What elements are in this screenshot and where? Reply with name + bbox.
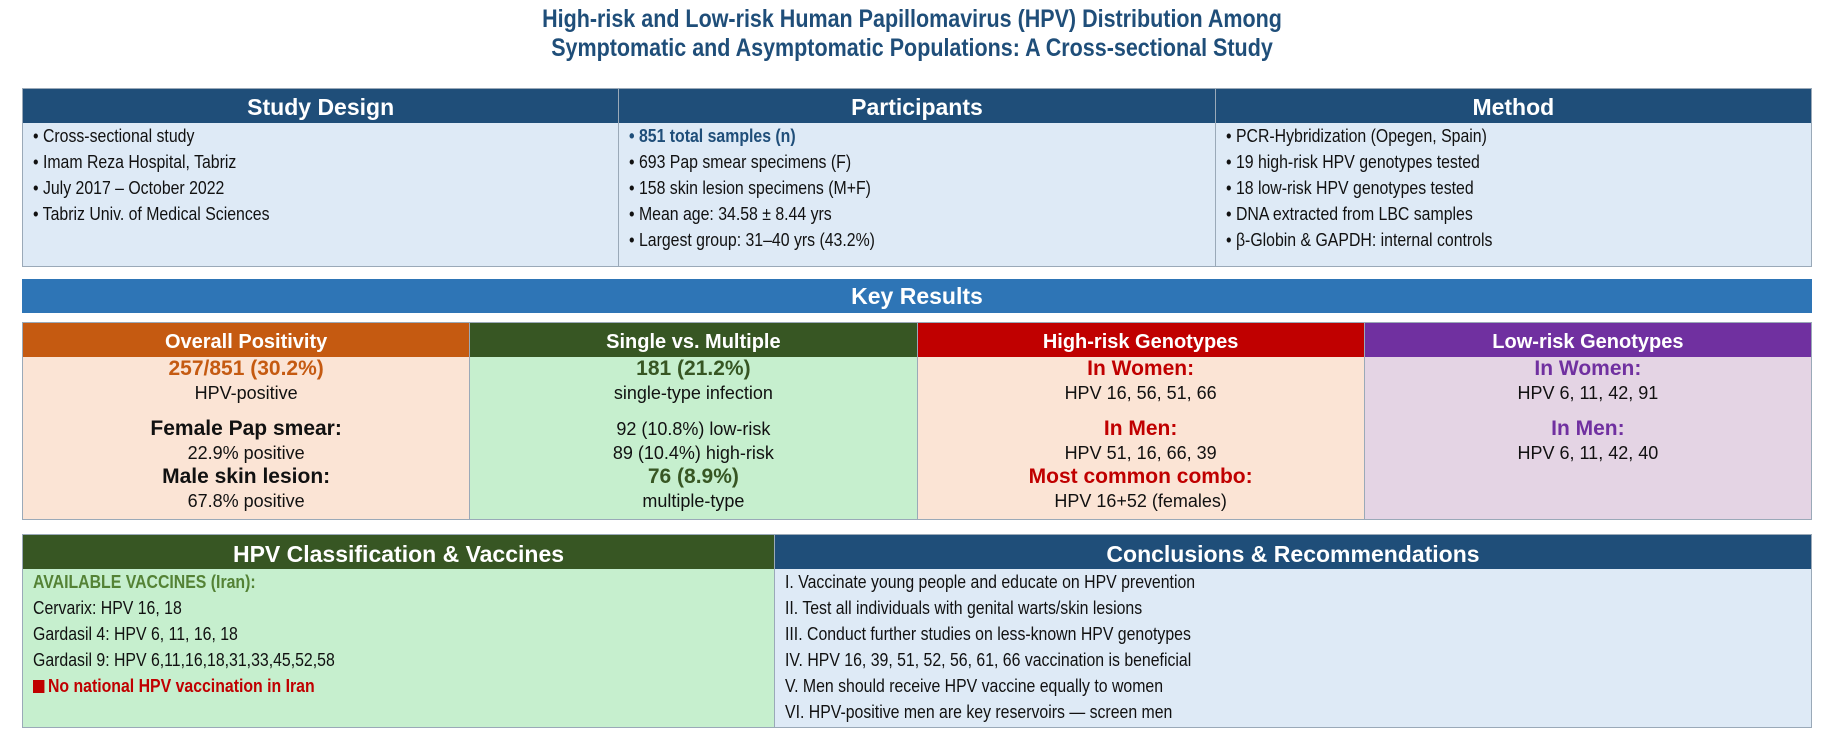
study-design-item: • Tabriz Univ. of Medical Sciences: [33, 204, 270, 224]
single-infection-value: 181 (21.2%): [636, 357, 751, 380]
participants-item: • Largest group: 31–40 yrs (43.2%): [629, 230, 876, 250]
overall-positivity-header: Overall Positivity: [23, 323, 470, 357]
low-risk-header: Low-risk Genotypes: [1364, 323, 1811, 357]
multiple-infection-value: 76 (8.9%): [647, 465, 739, 488]
study-design-item: • Imam Reza Hospital, Tabriz: [33, 152, 237, 172]
low-risk-men-value: HPV 6, 11, 42, 40: [1517, 443, 1659, 463]
vaccine-item: Cervarix: HPV 16, 18: [33, 598, 182, 618]
conclusion-item: III. Conduct further studies on less-kno…: [785, 624, 1191, 644]
method-item: • PCR-Hybridization (Opegen, Spain): [1225, 126, 1487, 146]
bottom-section: HPV Classification & Vaccines AVAILABLE …: [22, 534, 1812, 728]
high-risk-panel: High-risk Genotypes In Women: HPV 16, 56…: [916, 323, 1364, 519]
method-panel: Method • PCR-Hybridization (Opegen, Spai…: [1214, 89, 1811, 266]
male-skin-value: 67.8% positive: [187, 491, 305, 511]
study-design-header: Study Design: [23, 89, 619, 123]
conclusions-panel: Conclusions & Recommendations I. Vaccina…: [774, 535, 1811, 727]
poster-title-line-2: Symptomatic and Asymptomatic Populations…: [551, 34, 1273, 62]
vaccine-item: Gardasil 4: HPV 6, 11, 16, 18: [33, 624, 238, 644]
female-pap-value: 22.9% positive: [187, 443, 305, 463]
participants-item: • 158 skin lesion specimens (M+F): [629, 178, 872, 198]
high-risk-men-value: HPV 51, 16, 66, 39: [1064, 443, 1217, 463]
method-header: Method: [1215, 89, 1811, 123]
high-risk-women-label: In Women:: [1087, 357, 1195, 380]
study-design-item: • July 2017 – October 2022: [33, 178, 225, 198]
vaccines-title: AVAILABLE VACCINES (Iran):: [33, 572, 256, 592]
poster-title-line-1: High-risk and Low-risk Human Papillomavi…: [542, 5, 1282, 33]
multiple-infection-label: multiple-type: [642, 491, 745, 511]
high-risk-men-label: In Men:: [1103, 417, 1178, 440]
method-item: • 18 low-risk HPV genotypes tested: [1225, 178, 1474, 198]
single-high-risk: 89 (10.4%) high-risk: [612, 443, 774, 463]
participants-item: • Mean age: 34.58 ± 8.44 yrs: [629, 204, 833, 224]
common-combo-value: HPV 16+52 (females): [1054, 491, 1227, 511]
warning-square-icon: [33, 680, 45, 693]
method-item: • DNA extracted from LBC samples: [1225, 204, 1473, 224]
common-combo-label: Most common combo:: [1028, 465, 1253, 488]
conclusion-item: V. Men should receive HPV vaccine equall…: [785, 676, 1164, 696]
vaccination-warning: No national HPV vaccination in Iran: [47, 676, 315, 696]
overall-positivity-value: 257/851 (30.2%): [168, 357, 324, 380]
male-skin-label: Male skin lesion:: [162, 465, 331, 488]
key-results-banner: Key Results: [22, 279, 1812, 313]
conclusion-item: I. Vaccinate young people and educate on…: [785, 572, 1196, 592]
low-risk-men-label: In Men:: [1551, 417, 1625, 440]
classification-panel: HPV Classification & Vaccines AVAILABLE …: [23, 535, 774, 727]
method-item: • β-Globin & GAPDH: internal controls: [1225, 230, 1493, 250]
study-overview-section: Study Design • Cross-sectional study • I…: [22, 88, 1812, 267]
classification-header: HPV Classification & Vaccines: [23, 535, 774, 569]
high-risk-header: High-risk Genotypes: [917, 323, 1364, 357]
total-samples: • 851 total samples (n): [629, 126, 796, 146]
overall-positivity-label: HPV-positive: [194, 383, 298, 403]
overall-positivity-panel: Overall Positivity 257/851 (30.2%) HPV-p…: [23, 323, 470, 519]
participants-item: • 693 Pap smear specimens (F): [629, 152, 852, 172]
conclusion-item: IV. HPV 16, 39, 51, 52, 56, 61, 66 vacci…: [785, 650, 1192, 670]
key-results-section: Overall Positivity 257/851 (30.2%) HPV-p…: [22, 322, 1812, 520]
study-design-panel: Study Design • Cross-sectional study • I…: [23, 89, 619, 266]
vaccine-item: Gardasil 9: HPV 6,11,16,18,31,33,45,52,5…: [33, 650, 335, 670]
conclusion-item: VI. HPV-positive men are key reservoirs …: [785, 702, 1173, 722]
participants-panel: Participants • 851 total samples (n) • 6…: [618, 89, 1215, 266]
female-pap-label: Female Pap smear:: [150, 417, 342, 440]
low-risk-women-label: In Women:: [1534, 357, 1642, 380]
high-risk-women-value: HPV 16, 56, 51, 66: [1064, 383, 1217, 403]
single-multiple-panel: Single vs. Multiple 181 (21.2%) single-t…: [469, 323, 917, 519]
single-infection-label: single-type infection: [613, 383, 773, 403]
single-multiple-header: Single vs. Multiple: [470, 323, 917, 357]
single-low-risk: 92 (10.8%) low-risk: [616, 419, 771, 439]
participants-header: Participants: [619, 89, 1215, 123]
low-risk-panel: Low-risk Genotypes In Women: HPV 6, 11, …: [1363, 323, 1811, 519]
method-item: • 19 high-risk HPV genotypes tested: [1225, 152, 1480, 172]
study-design-item: • Cross-sectional study: [33, 126, 195, 146]
low-risk-women-value: HPV 6, 11, 42, 91: [1517, 383, 1659, 403]
conclusions-header: Conclusions & Recommendations: [775, 535, 1811, 569]
conclusion-item: II. Test all individuals with genital wa…: [785, 598, 1143, 618]
